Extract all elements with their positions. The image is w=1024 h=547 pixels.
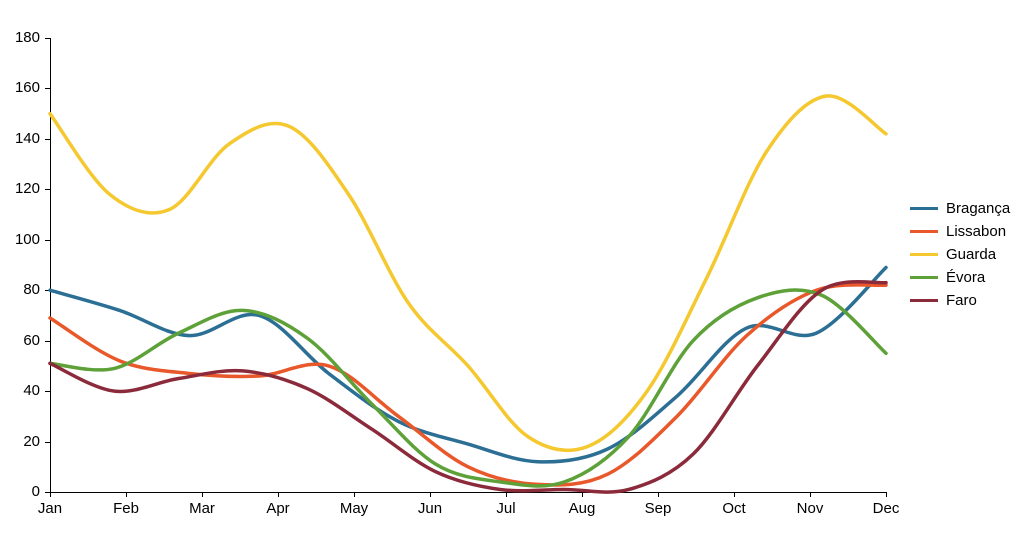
legend-item: Évora [910, 269, 1010, 286]
rainfall-line-chart: 020406080100120140160180JanFebMarAprMayJ… [0, 0, 1024, 547]
legend-item: Bragança [910, 200, 1010, 217]
legend-swatch [910, 253, 938, 256]
legend-item: Lissabon [910, 223, 1010, 240]
legend-swatch [910, 230, 938, 233]
legend-label: Lissabon [946, 223, 1006, 240]
legend-label: Faro [946, 292, 977, 309]
legend: Bragança Lissabon Guarda Évora Faro [910, 200, 1010, 315]
legend-label: Bragança [946, 200, 1010, 217]
legend-label: Évora [946, 269, 985, 286]
series-line [50, 282, 886, 492]
legend-item: Faro [910, 292, 1010, 309]
series-line [50, 96, 886, 451]
series-lines [0, 0, 1024, 547]
series-line [50, 290, 886, 486]
legend-label: Guarda [946, 246, 996, 263]
legend-item: Guarda [910, 246, 1010, 263]
series-line [50, 285, 886, 485]
legend-swatch [910, 276, 938, 279]
legend-swatch [910, 299, 938, 302]
legend-swatch [910, 207, 938, 210]
